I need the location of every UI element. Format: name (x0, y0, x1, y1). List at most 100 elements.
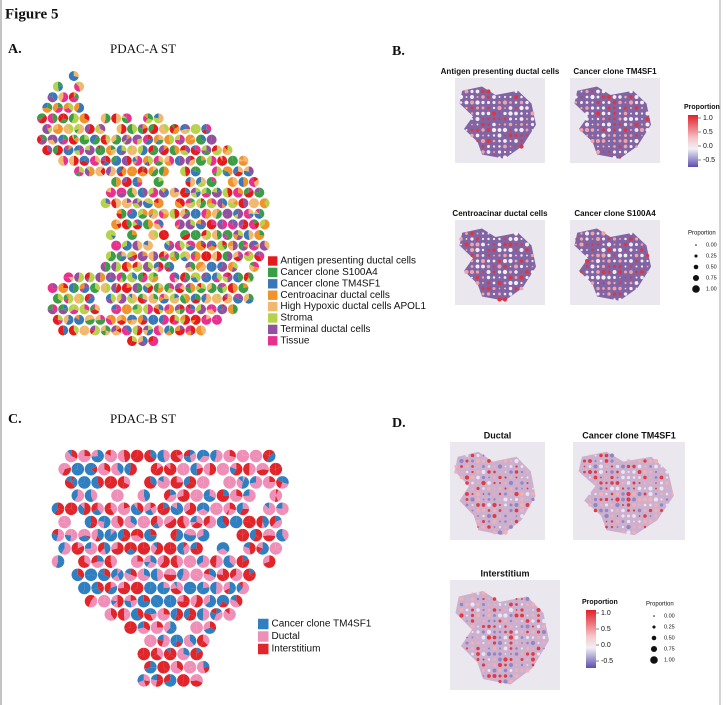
pie-slice (150, 568, 158, 582)
spot (487, 470, 491, 474)
pie-slice (105, 325, 111, 333)
spot (531, 259, 534, 263)
spot (503, 679, 508, 684)
spot (590, 106, 595, 110)
pie-slice (211, 293, 222, 304)
spot (607, 106, 611, 110)
pie-slice (174, 251, 178, 257)
pie-slice (77, 568, 85, 579)
pie-slice (180, 230, 186, 238)
spot (514, 111, 518, 116)
pie-slice (132, 283, 138, 293)
pie-slice (160, 506, 170, 516)
spot (476, 470, 480, 474)
pie-slice (73, 155, 79, 166)
legend-label: Terminal ductal cells (280, 324, 370, 335)
spot (465, 503, 469, 507)
pie-slice (256, 528, 263, 539)
pie-slice (256, 542, 263, 549)
pie-slice (190, 462, 197, 476)
pie-slice (143, 594, 151, 603)
spot (492, 668, 497, 673)
pie-slice (215, 581, 223, 595)
pie-slice (216, 542, 223, 552)
pie-slice (169, 134, 175, 145)
pie-slice (209, 621, 217, 628)
pie-slice (232, 155, 238, 165)
pie-slice (217, 286, 223, 293)
pie-slice (238, 187, 244, 195)
pie-slice (203, 150, 211, 156)
pie-slice (174, 304, 180, 311)
pie-slice (228, 476, 236, 489)
spot (629, 128, 633, 132)
spot (487, 624, 491, 629)
pie-slice (142, 167, 148, 175)
spot (634, 128, 639, 132)
pie-slice (243, 283, 249, 288)
pie-slice (275, 542, 282, 549)
pie-slice (185, 181, 191, 187)
pie-slice (241, 558, 250, 568)
spot (470, 646, 475, 651)
spot (509, 630, 513, 634)
pie-slice (269, 502, 276, 516)
pie-slice (78, 504, 85, 516)
pie-slice (95, 145, 102, 156)
spot (583, 465, 586, 468)
pie-slice (262, 462, 269, 471)
pie-slice (203, 594, 210, 606)
spot (646, 259, 649, 263)
pie-slice (146, 328, 153, 336)
spot (460, 498, 463, 501)
spot (602, 287, 605, 290)
pie-slice (84, 489, 94, 502)
pie-slice (63, 113, 69, 121)
spot (498, 647, 502, 650)
pie-slice (196, 515, 203, 525)
spot (498, 492, 502, 496)
pie-slice (137, 177, 143, 183)
spot (613, 139, 616, 143)
pie-slice (269, 476, 276, 483)
size-key (653, 615, 655, 617)
pie-slice (148, 314, 155, 325)
pie-slice (223, 489, 230, 496)
pie-slice (63, 283, 69, 289)
spot (618, 150, 622, 154)
pie-slice (122, 203, 132, 209)
spot (596, 253, 600, 258)
spot (618, 270, 622, 274)
spot (515, 123, 517, 126)
spot (618, 106, 622, 110)
spot (607, 237, 611, 241)
spot (497, 613, 503, 618)
pie-slice (57, 102, 63, 108)
spot (643, 514, 647, 518)
pie-slice (190, 277, 199, 283)
pie-slice (197, 182, 206, 187)
pie-slice (97, 314, 101, 320)
pie-slice (72, 283, 79, 294)
pie-slice (158, 155, 164, 161)
spot (493, 619, 496, 623)
pie-slice (248, 293, 254, 300)
pie-slice (79, 134, 90, 145)
pie-slice (174, 200, 184, 209)
spot (486, 259, 491, 263)
spot (481, 276, 485, 279)
pie-slice (190, 171, 201, 177)
spot (504, 476, 507, 479)
spot (476, 465, 480, 468)
pie-slice (241, 224, 249, 230)
spot (508, 480, 514, 486)
pie-slice (137, 187, 146, 198)
spot (585, 117, 589, 121)
pie-slice (143, 621, 151, 631)
pie-slice (254, 210, 260, 214)
spot (629, 254, 633, 257)
map-title: Cancer clone TM4SF1 (573, 67, 657, 76)
pie-slice (88, 171, 95, 177)
pie-slice (259, 240, 268, 251)
pie-slice (74, 150, 81, 156)
